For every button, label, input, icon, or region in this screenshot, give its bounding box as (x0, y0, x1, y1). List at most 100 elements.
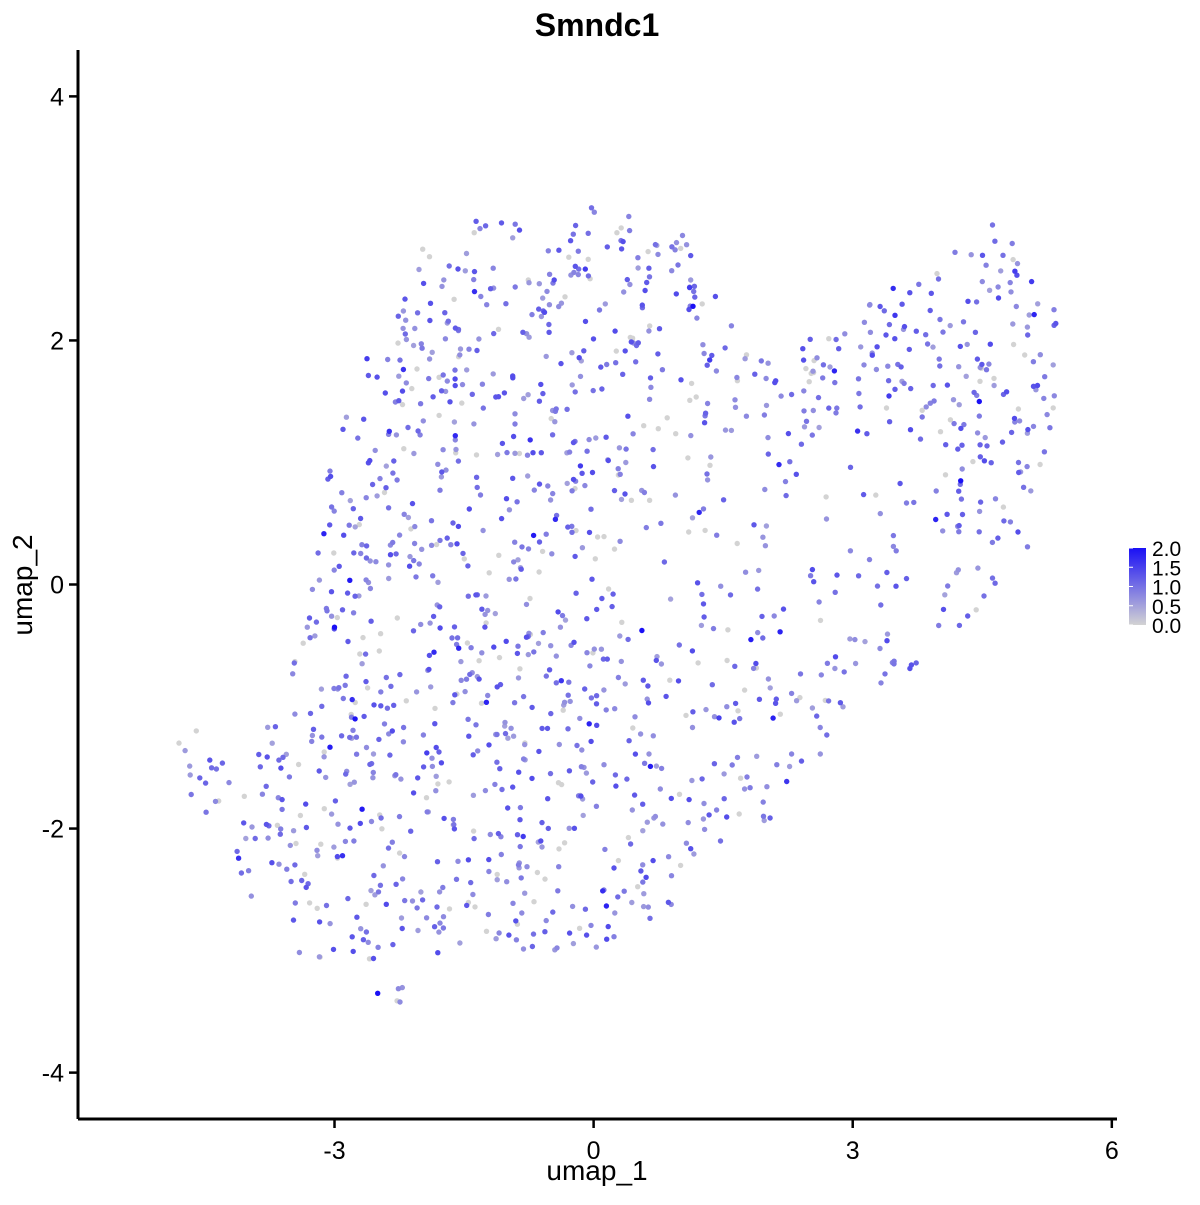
cell-point (525, 473, 531, 479)
cell-point (376, 648, 382, 654)
cell-point (415, 775, 421, 781)
cell-point (877, 645, 883, 652)
cell-point (357, 515, 364, 522)
cell-point (873, 366, 880, 373)
cell-point (942, 592, 948, 598)
cell-point (331, 844, 337, 850)
cell-point (430, 613, 437, 620)
cell-point (515, 862, 522, 868)
cell-point (276, 757, 282, 763)
cell-point (630, 725, 636, 731)
cell-point (556, 846, 562, 852)
cell-point (655, 426, 661, 432)
cell-point (428, 684, 434, 690)
cell-point (688, 277, 694, 283)
cell-point (336, 563, 342, 569)
cell-point (569, 382, 575, 388)
cell-point (683, 840, 690, 846)
cell-point (832, 665, 838, 672)
cell-point (923, 404, 929, 410)
cell-point (971, 389, 977, 396)
cell-point (1010, 256, 1016, 263)
cell-point (604, 361, 610, 368)
cell-point (1025, 332, 1031, 338)
cell-point (292, 711, 298, 717)
x-axis-title: umap_1 (546, 1155, 647, 1186)
cell-point (446, 779, 452, 785)
cell-point (937, 429, 944, 435)
cell-point (601, 533, 607, 540)
cell-point (605, 586, 612, 592)
cell-point (399, 401, 406, 408)
cell-point (431, 924, 438, 930)
cell-point (396, 532, 403, 538)
cell-point (603, 707, 609, 713)
cell-point (615, 466, 621, 472)
cell-point (241, 793, 247, 799)
cell-point (878, 602, 884, 608)
cell-point (504, 879, 510, 885)
cell-point (417, 401, 424, 407)
cell-point (471, 835, 477, 842)
cell-point (557, 624, 564, 630)
cell-point (567, 698, 573, 705)
cell-point (806, 379, 812, 385)
cell-point (536, 539, 543, 545)
cell-point (567, 238, 574, 244)
cell-point (615, 894, 621, 900)
legend-label: 0.0 (1152, 615, 1181, 638)
cell-point (400, 739, 407, 745)
cell-point (361, 416, 367, 422)
cell-point (882, 671, 888, 677)
cell-point (609, 603, 615, 610)
cell-point (555, 780, 562, 786)
cell-point (386, 575, 392, 582)
cell-point (809, 566, 816, 573)
cell-point (814, 355, 820, 361)
cell-point (917, 436, 924, 442)
cell-point (530, 450, 536, 456)
cell-point (585, 230, 591, 236)
cell-point (396, 850, 403, 856)
cell-point (377, 631, 384, 637)
cell-point (396, 398, 402, 404)
cell-point (728, 427, 735, 434)
cell-point (586, 436, 592, 443)
cell-point (399, 388, 406, 394)
cell-point (464, 640, 471, 646)
cell-point (1007, 519, 1014, 525)
cell-point (890, 285, 896, 292)
cell-point (565, 524, 571, 530)
cell-point (640, 862, 646, 868)
cell-point (302, 871, 308, 877)
cell-point (773, 696, 779, 702)
cell-point (547, 770, 554, 777)
cell-point (290, 828, 297, 834)
cell-point (437, 537, 443, 544)
cell-point (976, 413, 982, 419)
cell-point (956, 529, 962, 535)
cell-point (431, 649, 437, 655)
cell-point (548, 415, 554, 422)
cell-point (584, 650, 590, 656)
cell-point (611, 934, 617, 940)
cell-point (823, 516, 830, 522)
cell-point (788, 751, 795, 757)
cell-point (501, 390, 508, 396)
cell-point (484, 302, 490, 308)
cell-point (346, 522, 352, 528)
cell-point (701, 800, 707, 807)
cell-point (328, 613, 335, 619)
cell-point (833, 410, 839, 416)
cell-point (476, 336, 482, 342)
cell-point (650, 463, 657, 470)
cell-point (444, 535, 450, 541)
cell-point (612, 772, 619, 778)
cell-point (602, 301, 608, 307)
cell-point (522, 890, 528, 896)
cell-point (457, 940, 463, 946)
cell-point (976, 398, 982, 405)
cell-point (445, 318, 451, 324)
cell-point (321, 754, 327, 760)
cell-point (389, 839, 395, 845)
